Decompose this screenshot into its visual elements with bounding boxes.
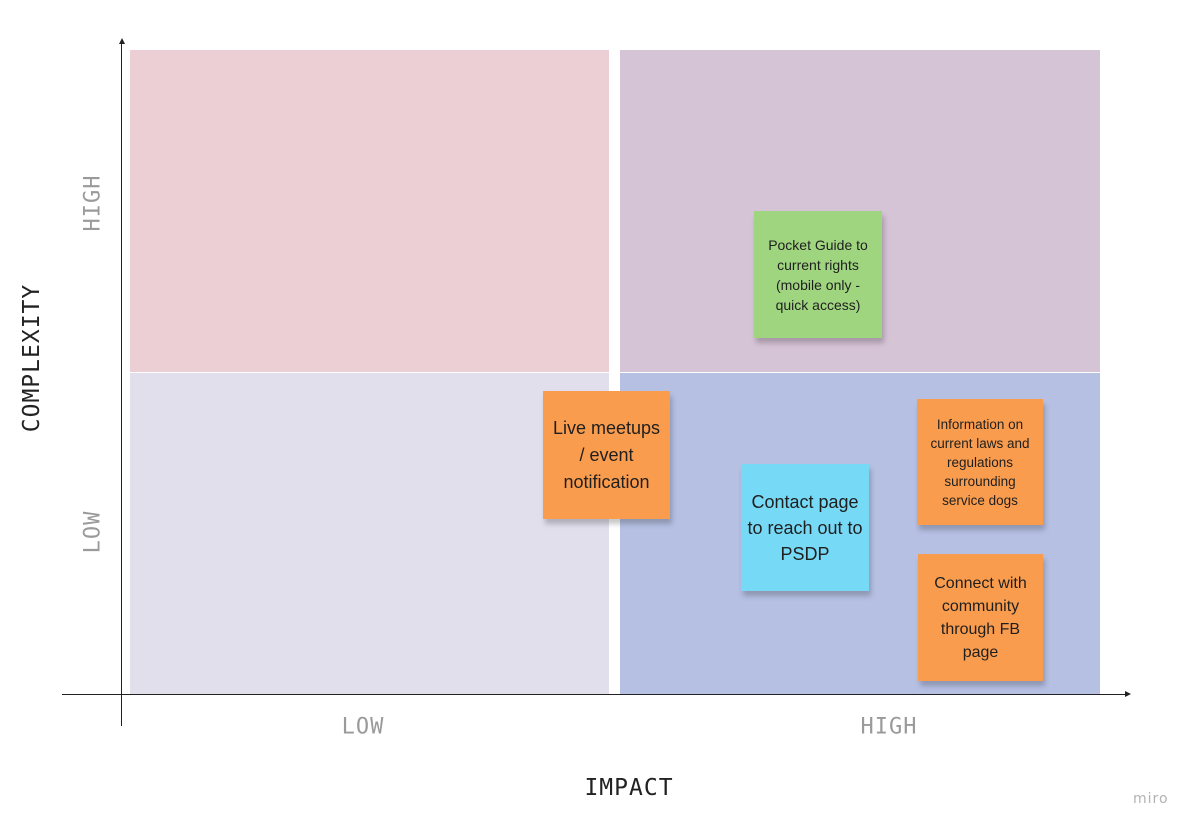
y-axis-line <box>121 42 122 726</box>
x-axis-title: IMPACT <box>584 775 674 801</box>
sticky-note-text: Live meetups / event notification <box>552 417 661 492</box>
sticky-note-text: Information on current laws and regulati… <box>930 416 1030 508</box>
sticky-note-contact-page[interactable]: Contact page to reach out to PSDP <box>741 464 869 591</box>
quadrant-low-complexity-low-impact <box>130 373 609 695</box>
quadrant-high-complexity-low-impact <box>130 50 609 372</box>
x-axis-low-label: LOW <box>341 714 385 740</box>
sticky-note-pocket-guide[interactable]: Pocket Guide to current rights (mobile o… <box>754 211 882 338</box>
x-axis-high-label: HIGH <box>860 714 918 740</box>
sticky-note-text: Contact page to reach out to PSDP <box>747 491 863 564</box>
sticky-note-text: Pocket Guide to current rights (mobile o… <box>768 236 868 313</box>
sticky-note-connect-community[interactable]: Connect with community through FB page <box>918 554 1043 681</box>
miro-logo: miro <box>1133 791 1169 807</box>
x-axis-line <box>62 694 1128 695</box>
y-axis-low-label: LOW <box>80 510 106 554</box>
sticky-note-info-laws[interactable]: Information on current laws and regulati… <box>917 399 1043 525</box>
y-axis-title: COMPLEXITY <box>19 283 45 433</box>
x-axis-arrow-icon <box>1125 691 1131 697</box>
y-axis-high-label: HIGH <box>80 174 106 232</box>
sticky-note-text: Connect with community through FB page <box>934 574 1027 661</box>
y-axis-arrow-icon <box>119 38 125 44</box>
sticky-note-live-meetups[interactable]: Live meetups / event notification <box>543 391 670 519</box>
